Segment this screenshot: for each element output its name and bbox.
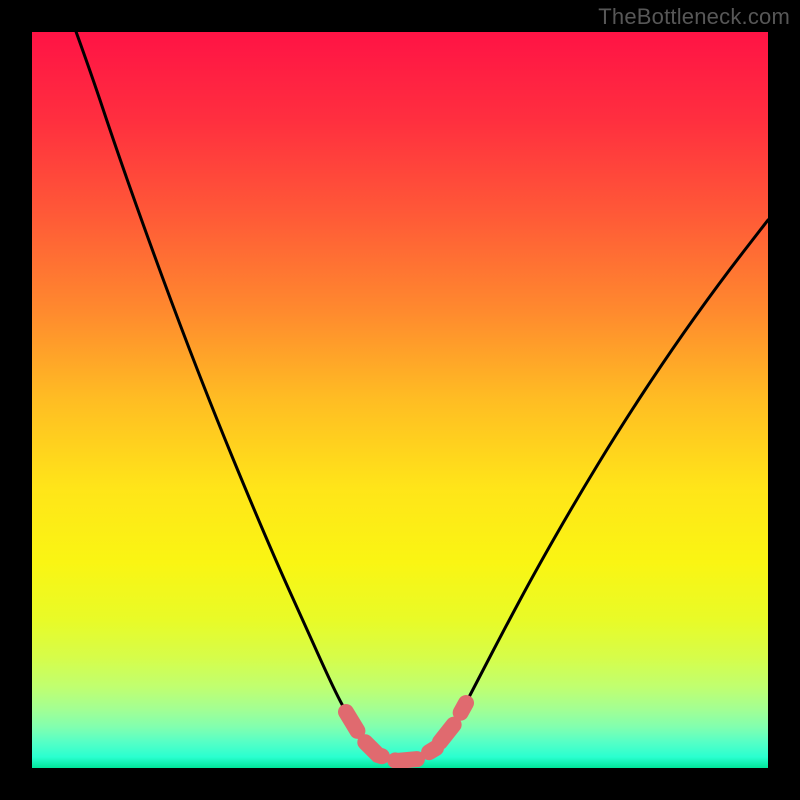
plot-background xyxy=(32,32,768,768)
chart-canvas: TheBottleneck.com xyxy=(0,0,800,800)
chart-svg xyxy=(0,0,800,800)
watermark-text: TheBottleneck.com xyxy=(598,4,790,30)
